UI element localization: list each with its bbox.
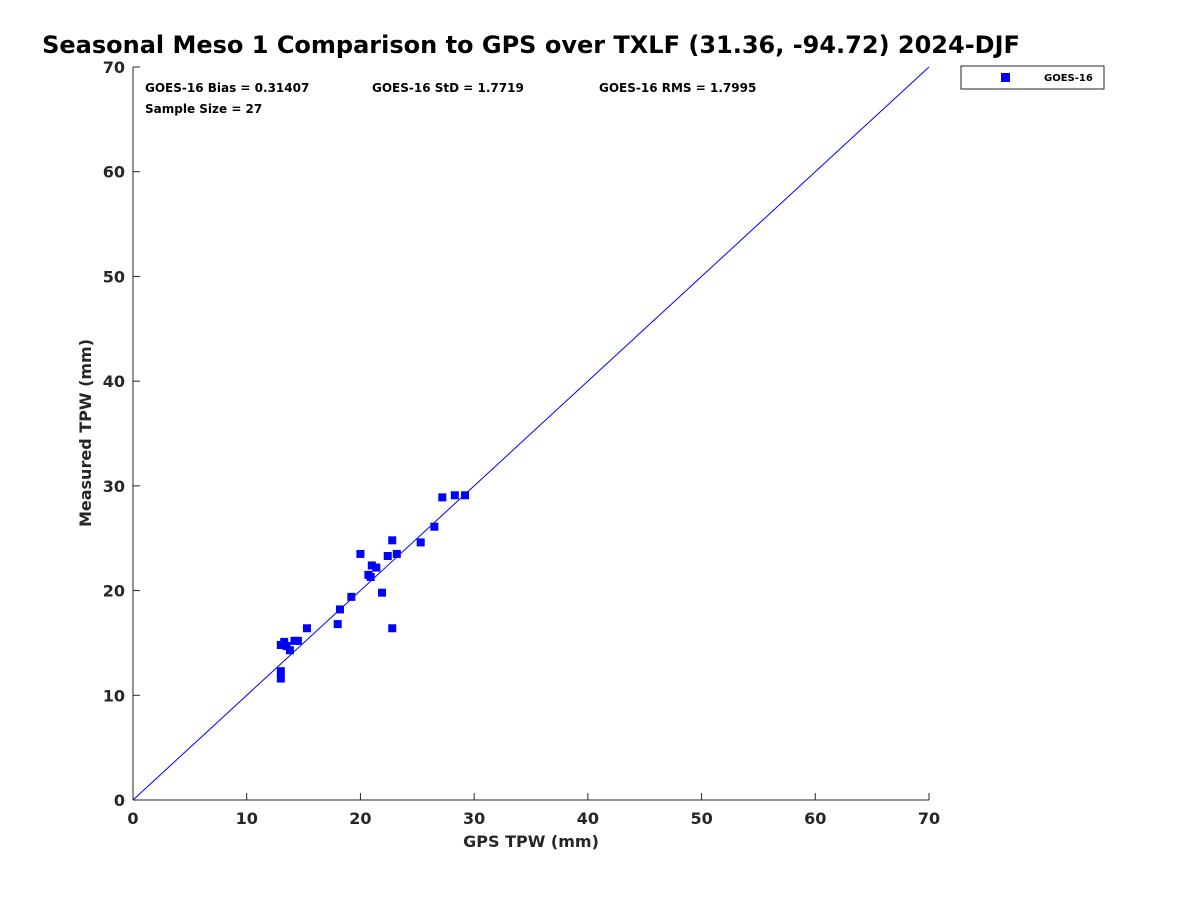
x-tick-label: 20 [349,809,371,828]
data-point [347,592,356,601]
x-tick-label: 10 [236,809,258,828]
data-point [276,674,285,683]
data-point [461,491,470,500]
y-tick-label: 50 [103,267,125,286]
legend-box [960,65,1105,90]
data-point [302,624,311,633]
data-point [450,491,459,500]
data-point [378,588,387,597]
x-tick-label: 50 [690,809,712,828]
x-tick-label: 40 [577,809,599,828]
data-point [388,536,397,545]
data-point [438,493,447,502]
data-point [366,572,375,581]
stat-std: GOES-16 StD = 1.7719 [372,81,524,95]
y-tick-label: 0 [114,791,125,810]
data-point [276,667,285,676]
x-tick-label: 30 [463,809,485,828]
y-tick-label: 20 [103,582,125,601]
x-ticks: 0 10 20 30 40 50 60 70 [127,793,940,828]
data-point [383,552,392,561]
y-ticks: 0 10 20 30 40 50 60 70 [103,58,140,810]
plot-area: 0 10 20 30 40 50 60 70 0 10 20 30 40 50 60 70 [103,58,940,828]
data-point [430,522,439,531]
x-tick-label: 0 [127,809,138,828]
x-axis-label: GPS TPW (mm) [463,832,599,851]
data-point [280,637,289,646]
stat-bias: GOES-16 Bias = 0.31407 [145,81,309,95]
legend-label: GOES-16 [1044,73,1093,84]
x-tick-label: 60 [804,809,826,828]
y-tick-label: 70 [103,58,125,77]
y-tick-label: 10 [103,686,125,705]
y-tick-label: 60 [103,163,125,182]
x-tick-label: 70 [918,809,940,828]
y-tick-label: 40 [103,372,125,391]
legend: GOES-16 [960,65,1105,90]
data-point [293,636,302,645]
stat-sample-size: Sample Size = 27 [145,102,262,116]
data-point [333,620,342,629]
stats-box: GOES-16 Bias = 0.31407 GOES-16 StD = 1.7… [145,81,756,116]
data-point [282,642,291,651]
one-to-one-line [132,66,930,801]
data-point [392,549,401,558]
data-point [372,563,381,572]
data-point [388,624,397,633]
data-points [276,491,470,683]
data-point [416,538,425,547]
data-point [335,605,344,614]
chart-title: Seasonal Meso 1 Comparison to GPS over T… [42,31,1020,59]
data-point [356,549,365,558]
y-axis-label: Measured TPW (mm) [76,339,95,527]
stat-rms: GOES-16 RMS = 1.7995 [599,81,756,95]
y-tick-label: 30 [103,477,125,496]
legend-marker [1001,73,1010,82]
data-point [285,646,294,655]
data-point [367,561,376,570]
